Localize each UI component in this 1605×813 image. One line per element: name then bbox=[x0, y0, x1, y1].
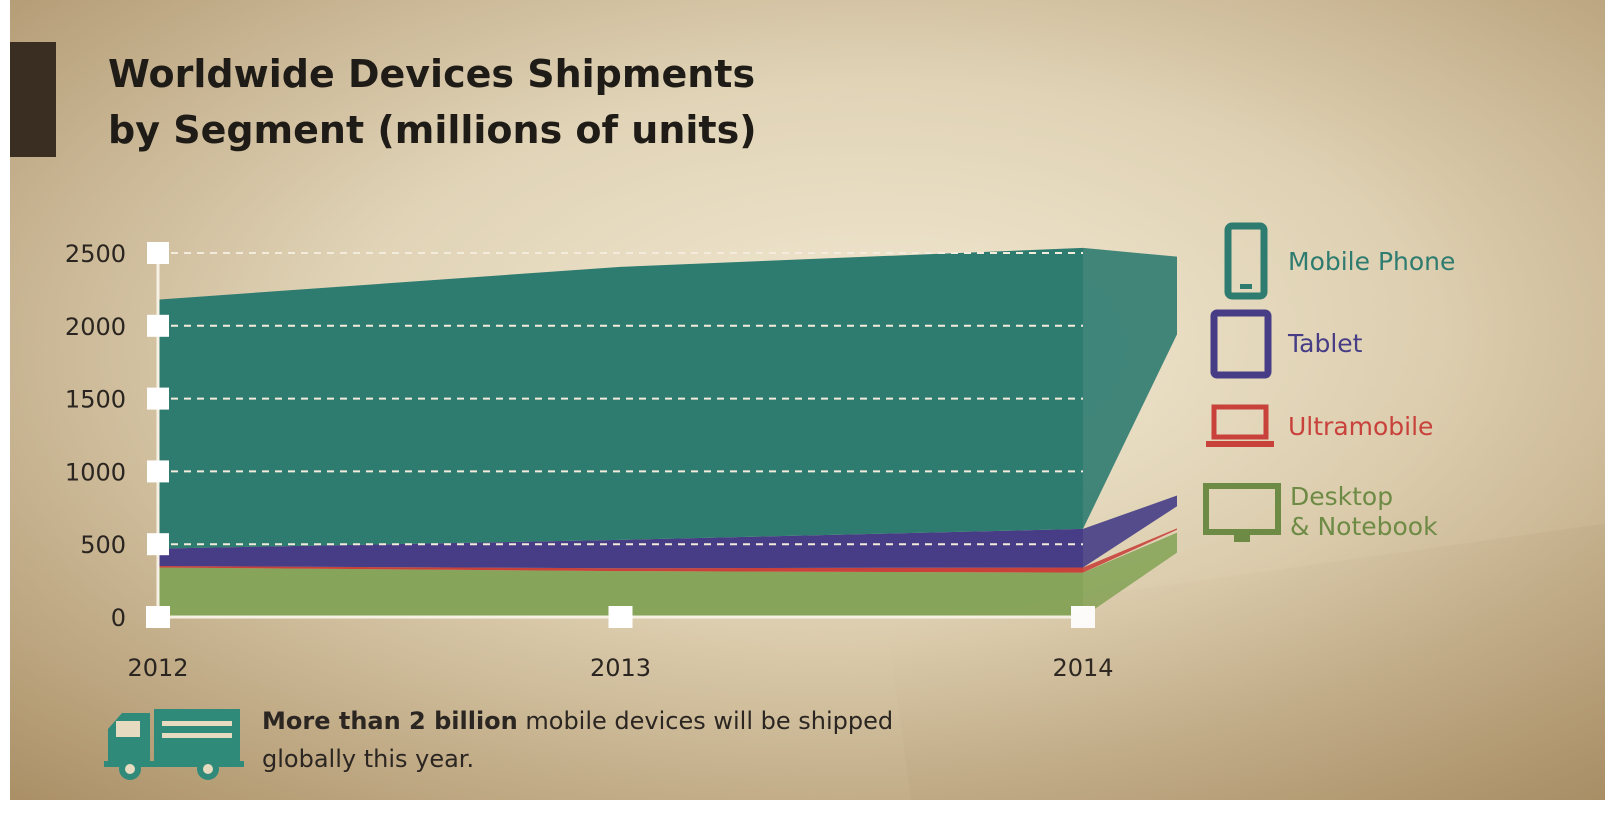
y-tick-marker-1000 bbox=[147, 460, 169, 483]
chart-gridlines bbox=[158, 252, 1083, 546]
area-ultramobile bbox=[158, 566, 1083, 573]
legend-label-tablet: Tablet bbox=[1288, 329, 1363, 358]
chart-title: Worldwide Devices Shipments by Segment (… bbox=[108, 52, 757, 152]
area-desktop-notebook bbox=[158, 567, 1083, 617]
fold-ultramobile bbox=[1083, 528, 1177, 573]
area-tablet bbox=[158, 528, 1083, 569]
legend-label-mobile-phone: Mobile Phone bbox=[1288, 247, 1456, 276]
legend-item-ultramobile: Ultramobile bbox=[1204, 401, 1433, 453]
x-tick-label-2012: 2012 bbox=[127, 654, 188, 682]
x-tick-label-2013: 2013 bbox=[590, 654, 651, 682]
stacked-area-chart: 0 500 1000 1500 2000 2500 2012 2013 2014 bbox=[65, 240, 1177, 682]
mobile-phone-icon bbox=[1224, 222, 1268, 300]
y-tick-label-500: 500 bbox=[80, 531, 126, 559]
y-tick-marker-2500 bbox=[147, 242, 169, 264]
y-tick-label-1500: 1500 bbox=[65, 386, 126, 414]
x-tick-label-2014: 2014 bbox=[1052, 654, 1113, 682]
tablet-icon bbox=[1210, 309, 1272, 379]
legend-item-desktop-notebook: Desktop & Notebook bbox=[1202, 478, 1438, 546]
footer-note: More than 2 billion mobile devices will … bbox=[262, 702, 902, 778]
delivery-truck-icon bbox=[104, 709, 244, 780]
y-tick-marker-500 bbox=[147, 533, 169, 556]
x-tick-marker-2014 bbox=[1071, 606, 1095, 628]
x-tick-marker-2012 bbox=[146, 606, 170, 628]
title-accent-bar bbox=[10, 42, 56, 157]
infographic-panel: Worldwide Devices Shipments by Segment (… bbox=[10, 0, 1605, 800]
y-tick-marker-1500 bbox=[147, 387, 169, 410]
legend-item-tablet: Tablet bbox=[1208, 308, 1362, 380]
x-tick-marker-2013 bbox=[608, 606, 633, 628]
fold-tablet bbox=[1083, 495, 1177, 568]
y-tick-label-2500: 2500 bbox=[65, 240, 126, 268]
chart-areas bbox=[158, 247, 1177, 617]
y-tick-label-2000: 2000 bbox=[65, 313, 126, 341]
legend-item-mobile-phone: Mobile Phone bbox=[1216, 222, 1455, 302]
ultramobile-laptop-icon bbox=[1206, 404, 1274, 447]
y-tick-marker-2000 bbox=[147, 314, 169, 337]
chart-ticks: 0 500 1000 1500 2000 2500 2012 2013 2014 bbox=[65, 240, 1114, 682]
footer-note-rest: mobile devices will be shipped globally … bbox=[262, 707, 894, 773]
legend-label-ultramobile: Ultramobile bbox=[1288, 412, 1434, 441]
fold-mobile-phone bbox=[1083, 247, 1177, 529]
desktop-monitor-icon bbox=[1203, 483, 1281, 542]
area-mobile-phone bbox=[158, 247, 1083, 549]
footer-note-bold: More than 2 billion bbox=[262, 707, 518, 735]
y-tick-label-1000: 1000 bbox=[65, 458, 126, 486]
y-tick-label-0: 0 bbox=[111, 604, 126, 632]
legend-label-desktop-notebook: Desktop & Notebook bbox=[1290, 482, 1438, 541]
